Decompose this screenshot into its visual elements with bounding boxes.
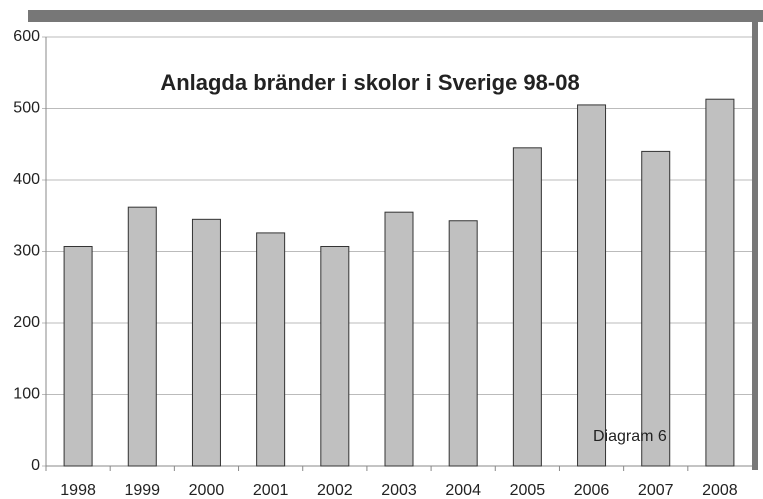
x-tick-label: 2004 xyxy=(445,482,481,499)
y-tick-label: 100 xyxy=(13,386,40,403)
x-tick-label: 1998 xyxy=(60,482,96,499)
frame-right xyxy=(752,10,758,470)
bar xyxy=(705,98,735,467)
y-tick-label: 0 xyxy=(31,457,40,474)
y-tick-label: 200 xyxy=(13,314,40,331)
y-tick-label: 300 xyxy=(13,243,40,260)
y-tick-label: 600 xyxy=(13,28,40,45)
x-tick-label: 2001 xyxy=(253,482,289,499)
annotation: Diagram 6 xyxy=(593,428,667,445)
x-tick-label: 2005 xyxy=(510,482,546,499)
bar xyxy=(577,104,607,467)
y-tick-label: 500 xyxy=(13,100,40,117)
bar xyxy=(127,206,157,467)
bar xyxy=(448,220,478,467)
x-tick-label: 2000 xyxy=(189,482,225,499)
bar xyxy=(641,150,671,467)
x-tick-label: 2007 xyxy=(638,482,674,499)
bar xyxy=(256,232,286,467)
x-tick-label: 2006 xyxy=(574,482,610,499)
chart-title: Anlagda bränder i skolor i Sverige 98-08 xyxy=(160,70,579,95)
bar xyxy=(384,211,414,467)
bar xyxy=(191,218,221,467)
x-tick-label: 2008 xyxy=(702,482,738,499)
bar xyxy=(63,245,93,467)
y-tick-label: 400 xyxy=(13,171,40,188)
bar xyxy=(512,147,542,467)
frame-top xyxy=(28,10,763,22)
x-tick-label: 2003 xyxy=(381,482,417,499)
x-tick-label: 1999 xyxy=(124,482,160,499)
bar xyxy=(320,245,350,467)
x-tick-label: 2002 xyxy=(317,482,353,499)
